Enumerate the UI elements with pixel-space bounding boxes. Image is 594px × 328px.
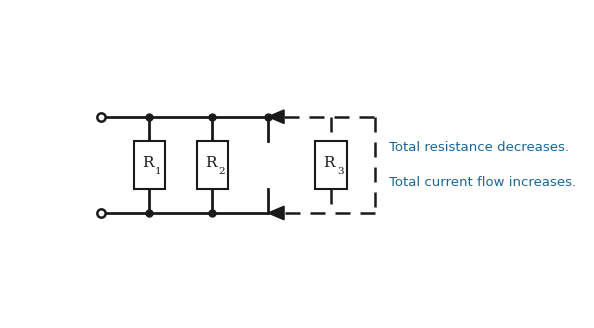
FancyBboxPatch shape xyxy=(134,141,165,189)
FancyBboxPatch shape xyxy=(197,141,228,189)
Text: R: R xyxy=(323,155,335,170)
FancyBboxPatch shape xyxy=(69,35,539,296)
Text: Total resistance decreases.: Total resistance decreases. xyxy=(389,141,569,154)
Text: 2: 2 xyxy=(218,167,225,176)
Polygon shape xyxy=(268,206,284,220)
Text: 3: 3 xyxy=(337,167,343,176)
Polygon shape xyxy=(268,110,284,124)
FancyBboxPatch shape xyxy=(315,141,347,189)
Text: R: R xyxy=(205,155,216,170)
Text: R: R xyxy=(142,155,153,170)
Text: Total current flow increases.: Total current flow increases. xyxy=(389,176,576,189)
Text: 1: 1 xyxy=(155,167,162,176)
